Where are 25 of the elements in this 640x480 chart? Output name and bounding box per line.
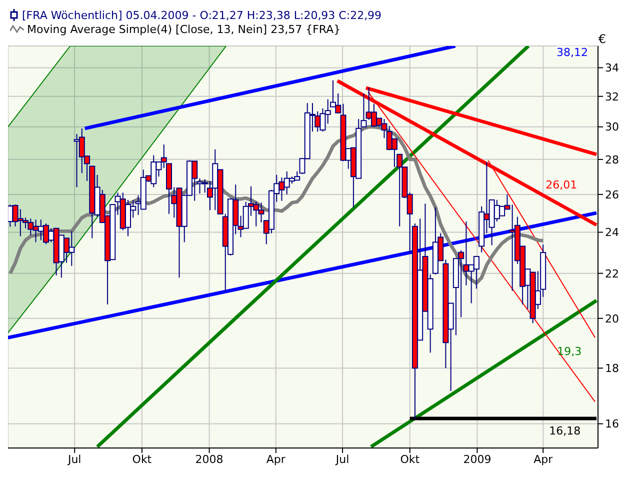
y-tick-label: 24 [605, 226, 619, 240]
y-tick-label: 26 [605, 188, 619, 202]
annotation: 26,01 [546, 178, 578, 192]
x-tick-label: Jul [334, 452, 350, 466]
y-tick-label: 32 [605, 90, 619, 104]
x-tick-label: Apr [534, 452, 554, 466]
y-tick-label: 16 [605, 418, 619, 431]
annotation: 19,3 [557, 345, 582, 358]
x-tick-label: Okt [132, 452, 152, 466]
legend-label: Moving Average Simple(4) [Close, 13, Nein] 23,57 {FRA} [27, 22, 341, 36]
x-tick-label: 2009 [463, 452, 492, 466]
x-tick-label: Apr [266, 452, 286, 466]
y-tick-label: 20 [605, 312, 619, 326]
y-axis-title: € [598, 32, 606, 46]
y-tick-label: 34 [605, 62, 619, 75]
annotation: 16,18 [549, 424, 581, 438]
x-tick-label: Jul [66, 452, 82, 466]
x-tick-label: 2008 [195, 452, 224, 466]
annotation: 38,12 [556, 46, 588, 59]
y-tick-label: 22 [605, 267, 619, 280]
y-tick-label: 28 [605, 153, 619, 166]
y-tick-label: 30 [605, 120, 619, 134]
chart-title: [FRA Wöchentlich] 05.04.2009 - O:21,27 H:23,38 L:20,93 C:22,99 [22, 8, 382, 22]
y-tick-label: 18 [605, 362, 619, 376]
x-tick-label: Okt [400, 452, 420, 466]
